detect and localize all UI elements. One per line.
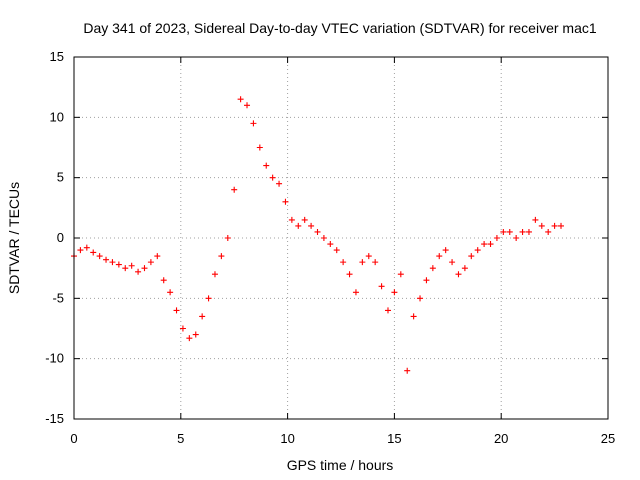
data-point (231, 186, 238, 193)
data-point (282, 198, 289, 205)
data-point (397, 271, 404, 278)
data-point (160, 277, 167, 284)
data-point (500, 228, 507, 235)
data-point (295, 222, 302, 229)
data-point (269, 174, 276, 181)
data-point (551, 222, 558, 229)
data-point (359, 259, 366, 266)
data-point (519, 228, 526, 235)
data-point (346, 271, 353, 278)
x-tick-label: 15 (387, 431, 401, 446)
data-point (90, 249, 97, 256)
data-point (103, 256, 110, 263)
chart-title: Day 341 of 2023, Sidereal Day-to-day VTE… (83, 20, 596, 36)
data-point (474, 247, 481, 254)
data-point (211, 271, 218, 278)
data-point (506, 228, 513, 235)
data-point (147, 259, 154, 266)
data-point (429, 265, 436, 272)
data-point (449, 259, 456, 266)
data-point (141, 265, 148, 272)
data-point (538, 222, 545, 229)
data-point (384, 307, 391, 314)
data-point (461, 265, 468, 272)
y-tick-label: 15 (50, 49, 64, 64)
data-point (77, 247, 84, 254)
data-point (308, 222, 315, 229)
data-point (288, 216, 295, 223)
data-point (122, 265, 129, 272)
y-tick-label: 0 (57, 230, 64, 245)
y-tick-label: -5 (52, 290, 64, 305)
data-point (173, 307, 180, 314)
data-point (154, 253, 161, 260)
data-point (135, 268, 142, 275)
data-point (404, 367, 411, 374)
x-tick-label: 10 (280, 431, 294, 446)
data-point (115, 261, 122, 268)
data-point (436, 253, 443, 260)
axis-ticks: 0 5 10 15 20 25 -15 -10 -5 0 5 10 15 (45, 49, 615, 446)
data-series (71, 96, 565, 374)
data-point (192, 331, 199, 338)
data-point (545, 228, 552, 235)
data-point (205, 295, 212, 302)
x-tick-label: 25 (601, 431, 615, 446)
data-point (301, 216, 308, 223)
data-point (352, 289, 359, 296)
x-tick-label: 5 (177, 431, 184, 446)
data-point (314, 228, 321, 235)
data-point (83, 244, 90, 251)
grid (74, 57, 608, 419)
data-point (442, 247, 449, 254)
x-tick-label: 0 (70, 431, 77, 446)
data-point (493, 235, 500, 241)
data-point (513, 235, 520, 241)
data-point (167, 289, 174, 296)
data-point (109, 259, 116, 266)
y-tick-label: 10 (50, 109, 64, 124)
data-point (218, 253, 225, 260)
data-point (186, 335, 193, 342)
data-point (468, 253, 475, 260)
data-point (327, 241, 334, 248)
data-point (276, 180, 283, 187)
data-point (532, 216, 539, 223)
data-point (250, 120, 257, 127)
data-point (128, 262, 135, 269)
data-point (256, 144, 263, 151)
data-point (423, 277, 430, 284)
data-point (263, 162, 270, 169)
data-point (199, 313, 206, 320)
y-tick-label: -15 (45, 411, 64, 426)
data-point (487, 241, 494, 248)
data-point (378, 283, 385, 290)
y-axis-label: SDTVAR / TECUs (6, 182, 22, 294)
data-point (365, 253, 372, 260)
data-point (455, 271, 462, 278)
data-point (96, 253, 103, 260)
data-point (244, 102, 251, 109)
data-point (481, 241, 488, 248)
data-point (320, 235, 327, 241)
data-point (410, 313, 417, 320)
series-sdtvar (71, 96, 565, 374)
data-point (391, 289, 398, 296)
data-point (417, 295, 424, 302)
y-tick-label: 5 (57, 170, 64, 185)
data-point (179, 325, 186, 332)
data-point (333, 247, 340, 254)
data-point (372, 259, 379, 266)
y-tick-label: -10 (45, 351, 64, 366)
data-point (224, 235, 231, 241)
data-point (525, 228, 532, 235)
data-point (340, 259, 347, 266)
data-point (558, 222, 565, 229)
data-point (237, 96, 244, 103)
x-axis-label: GPS time / hours (287, 457, 394, 473)
x-tick-label: 20 (494, 431, 508, 446)
